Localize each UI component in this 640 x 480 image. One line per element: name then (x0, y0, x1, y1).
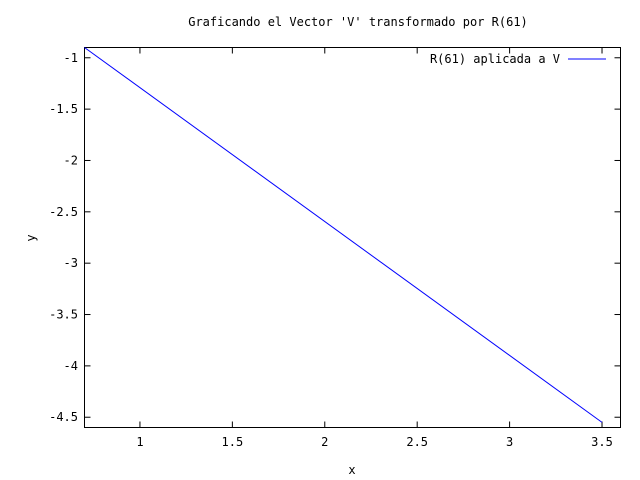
y-tick-label: -1.5 (49, 102, 78, 116)
legend-label: R(61) aplicada a V (430, 52, 560, 66)
y-axis-label: y (24, 234, 38, 241)
series-layer (84, 47, 603, 423)
y-tick-label: -3 (64, 256, 78, 270)
y-axis-ticks: -1 -1.5 -2 -2.5 -3 -3.5 -4 -4.5 (49, 51, 621, 424)
y-tick-label: -4.5 (49, 410, 78, 424)
x-tick-label: 2 (321, 435, 328, 449)
y-tick-label: -3.5 (49, 308, 78, 322)
x-tick-label: 1 (136, 435, 143, 449)
y-tick-label: -2.5 (49, 205, 78, 219)
y-tick-label: -1 (64, 51, 78, 65)
y-tick-label: -2 (64, 153, 78, 167)
y-tick-label: -4 (64, 359, 78, 373)
x-tick-label: 1.5 (222, 435, 244, 449)
x-axis-ticks: 1 1.5 2 2.5 3 3.5 (136, 47, 613, 449)
legend: R(61) aplicada a V (430, 52, 606, 66)
x-tick-label: 3 (506, 435, 513, 449)
x-tick-label: 2.5 (406, 435, 428, 449)
x-tick-label: 3.5 (591, 435, 613, 449)
plot-area (84, 47, 621, 428)
chart-title: Graficando el Vector 'V' transformado po… (188, 15, 528, 29)
x-axis-label: x (348, 463, 355, 477)
series-line (84, 47, 603, 423)
